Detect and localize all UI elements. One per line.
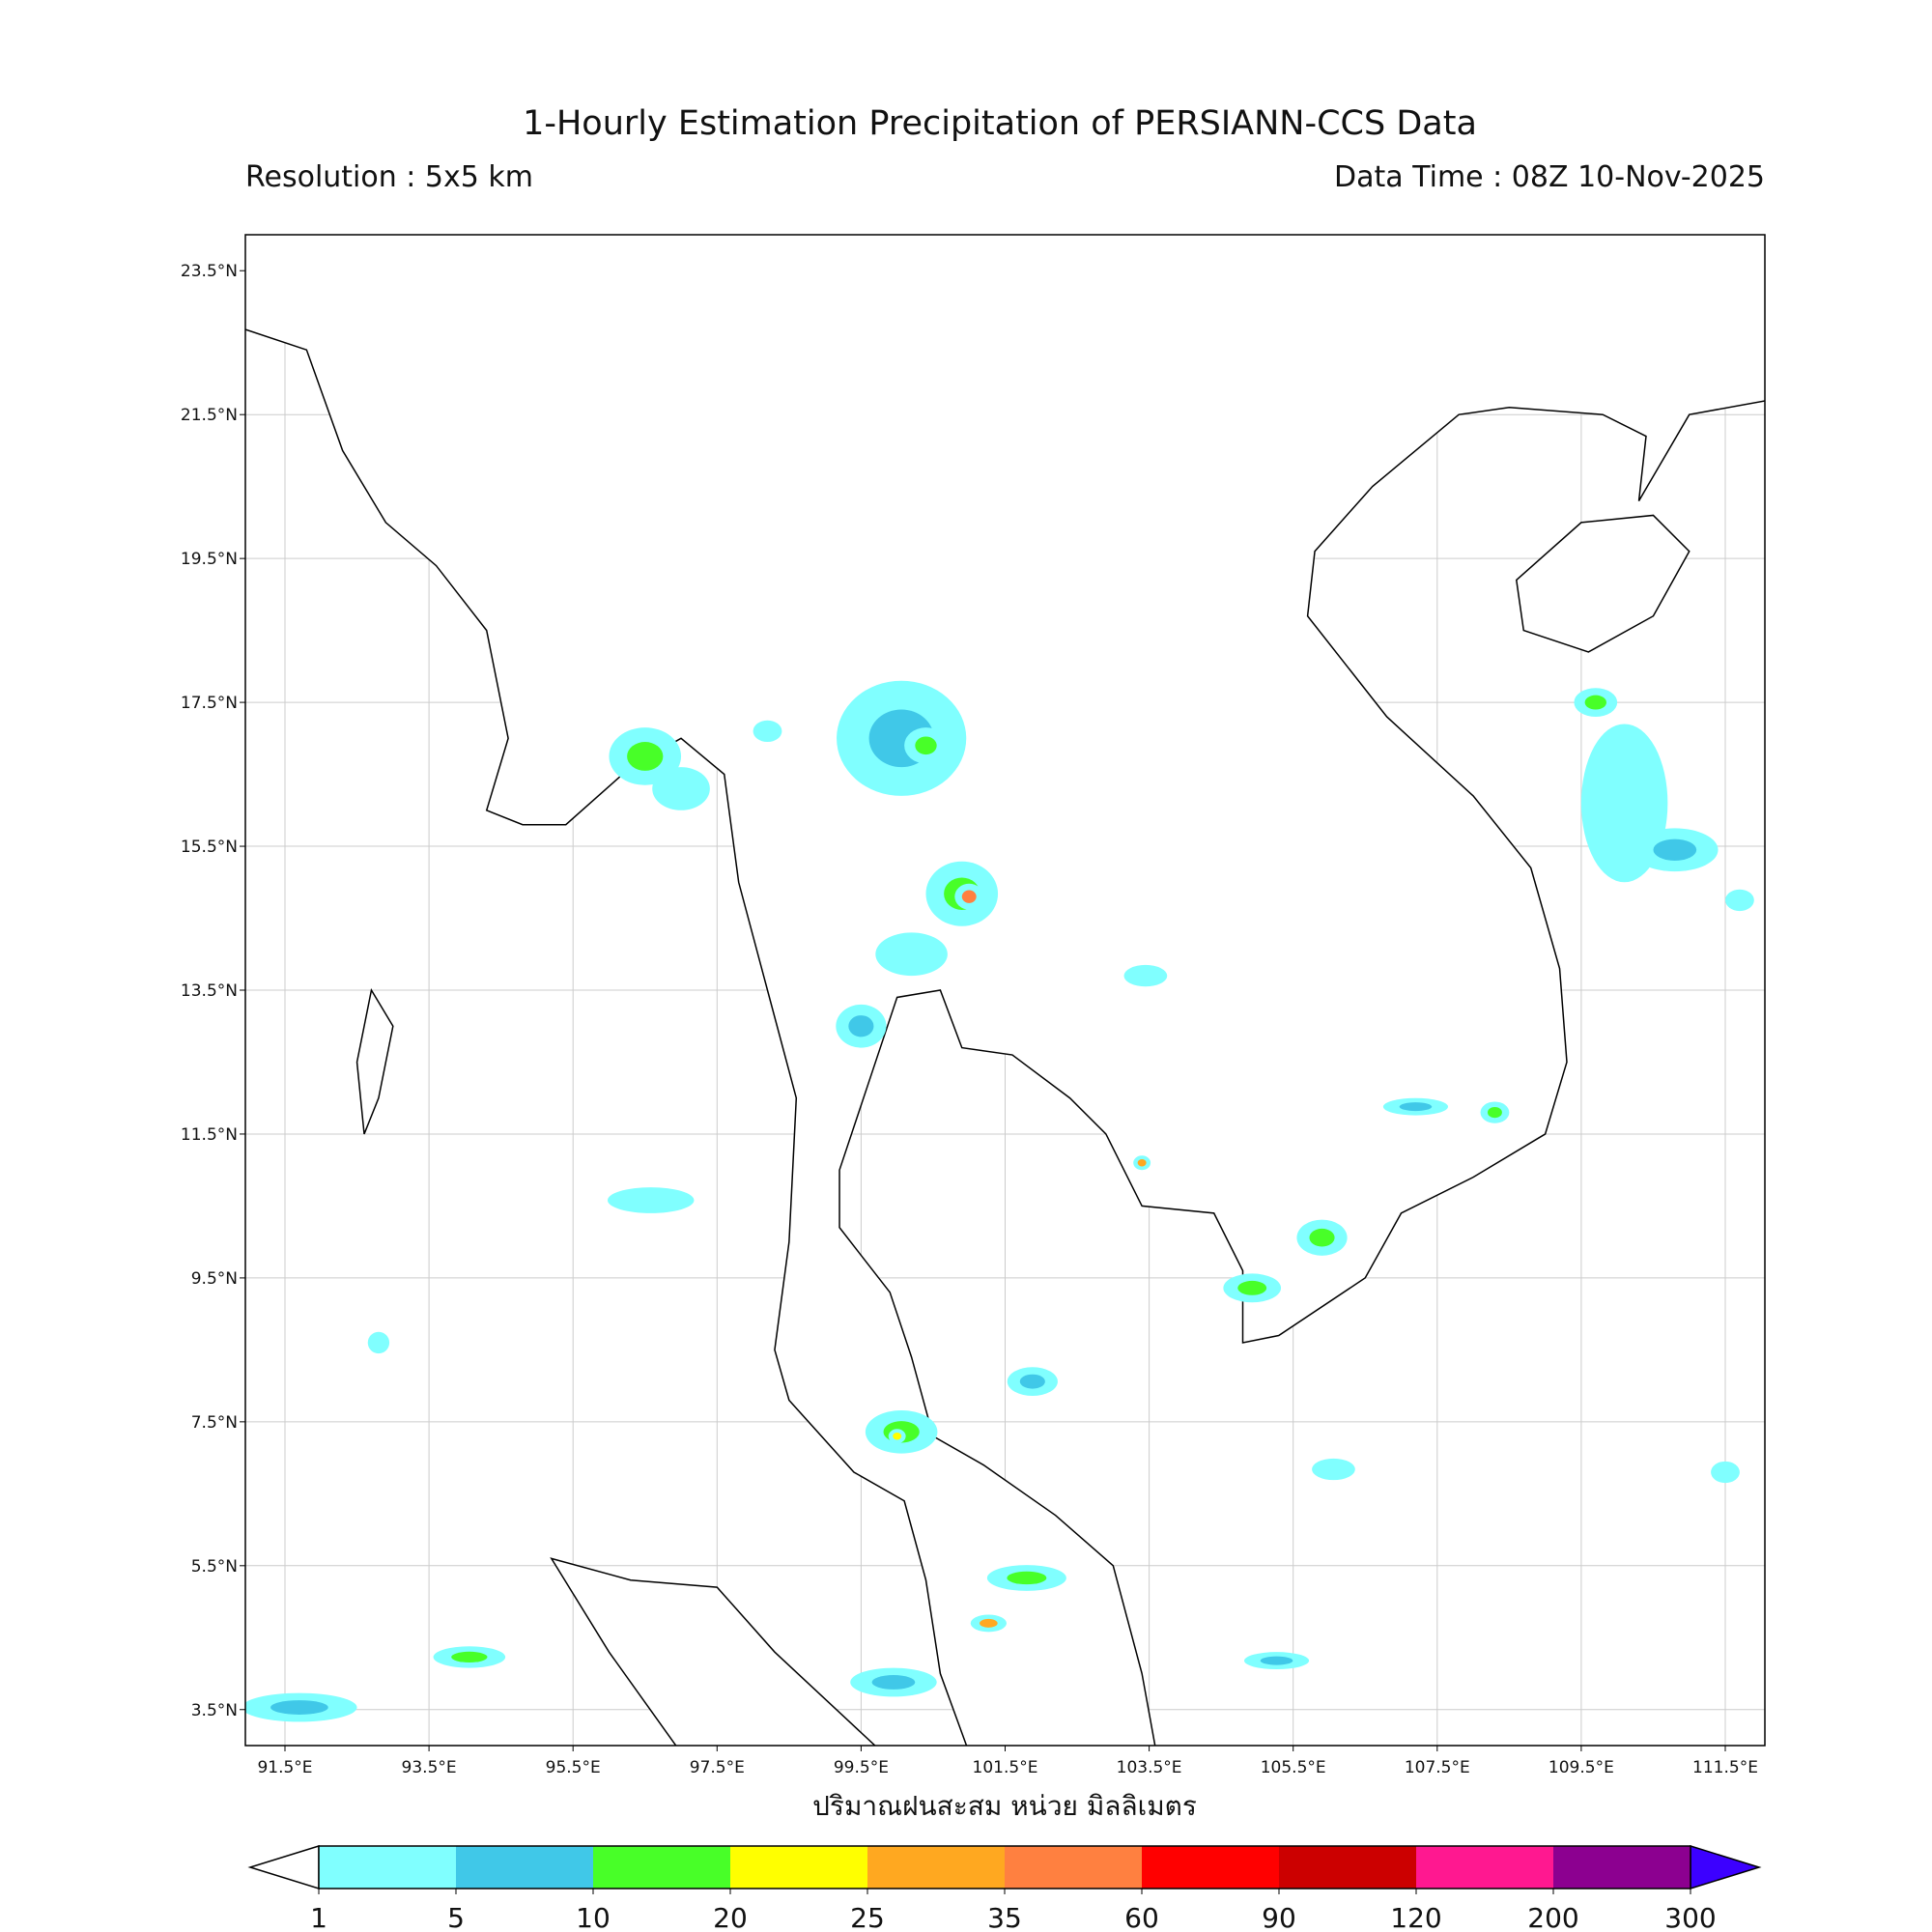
precip-cell-core [871, 1675, 916, 1690]
precipitation-cells [245, 680, 1754, 1722]
lat-tick-label: 3.5°N [191, 1701, 238, 1720]
precip-cell-halo [1312, 1458, 1355, 1481]
colorbar-tick-label: 90 [1262, 1902, 1296, 1932]
precip-cell-core [1653, 838, 1697, 861]
lat-tick-label: 21.5°N [181, 406, 238, 425]
colorbar-over-arrow [1690, 1844, 1762, 1890]
lon-tick-label: 105.5°E [1261, 1758, 1326, 1777]
colorbar-swatch [1142, 1846, 1280, 1889]
resolution-label: Resolution : 5x5 km [245, 160, 533, 194]
lon-tick-label: 91.5°E [257, 1758, 312, 1777]
precip-cell-core [1309, 1228, 1335, 1247]
colorbar-unit-label: ปริมาณฝนสะสม หน่วย มิลลิเมตร [812, 1790, 1197, 1822]
lon-tick-label: 99.5°E [834, 1758, 889, 1777]
colorbar-tick-label: 200 [1527, 1902, 1578, 1932]
precip-cell-halo [1724, 889, 1754, 912]
colorbar-under-arrow [247, 1844, 320, 1890]
precip-cell-halo [1711, 1461, 1740, 1484]
precip-cell-core [1399, 1102, 1433, 1112]
precip-cell-halo [753, 720, 782, 743]
colorbar-tick-label: 60 [1124, 1902, 1159, 1932]
colorbar-swatch [867, 1846, 1006, 1889]
coastlines [245, 235, 1765, 1746]
precip-cell-core [1487, 1107, 1502, 1119]
precip-cell-core [893, 1433, 902, 1440]
precip-cell-core [1260, 1656, 1293, 1665]
colorbar-tick-label: 35 [987, 1902, 1022, 1932]
precip-cell-core [1584, 695, 1606, 710]
precip-cell-core [1019, 1374, 1045, 1389]
lon-tick-label: 103.5°E [1117, 1758, 1182, 1777]
precip-cell-core [627, 742, 664, 771]
lat-tick-label: 17.5°N [181, 694, 238, 713]
lon-tick-label: 107.5°E [1405, 1758, 1470, 1777]
precip-cell-core [961, 890, 977, 903]
precip-cell-halo [607, 1187, 695, 1213]
colorbar-swatch [456, 1846, 594, 1889]
lat-tick-label: 13.5°N [181, 981, 238, 1001]
precip-cell-core [270, 1700, 328, 1715]
colorbar-swatch [1416, 1846, 1554, 1889]
colorbar-swatch [730, 1846, 868, 1889]
colorbar-swatch [1005, 1846, 1143, 1889]
colorbar-tick-label: 5 [447, 1902, 465, 1932]
colorbar-swatch [1279, 1846, 1417, 1889]
lat-tick-label: 11.5°N [181, 1125, 238, 1145]
colorbar: 1 5 10 20 25 35 60 90 120 200 300 [247, 1844, 1762, 1932]
sumatra-coastline [550, 1557, 876, 1746]
precip-cell-core [1237, 1280, 1267, 1295]
lon-tick-label: 93.5°E [402, 1758, 457, 1777]
precip-cell-halo [652, 767, 710, 810]
precip-cell-core [451, 1651, 488, 1662]
precip-cell-halo [1123, 964, 1168, 987]
precip-cell-core [848, 1015, 874, 1037]
colorbar-tick-label: 25 [850, 1902, 885, 1932]
lon-tick-label: 101.5°E [973, 1758, 1038, 1777]
colorbar-tick-label: 10 [576, 1902, 611, 1932]
lat-tick-label: 23.5°N [181, 262, 238, 281]
lon-tick-label: 111.5°E [1692, 1758, 1758, 1777]
precip-cell-core [1007, 1571, 1047, 1585]
colorbar-swatch [593, 1846, 731, 1889]
lat-tick-label: 9.5°N [191, 1269, 238, 1289]
lat-tick-label: 5.5°N [191, 1557, 238, 1577]
lon-tick-label: 109.5°E [1548, 1758, 1614, 1777]
precip-cell-halo [875, 932, 948, 977]
precip-cell-core [1137, 1159, 1147, 1167]
colorbar-tick-label: 120 [1390, 1902, 1441, 1932]
precip-cell-core [915, 736, 937, 755]
hainan-coastline [1516, 514, 1690, 653]
lon-tick-label: 97.5°E [690, 1758, 745, 1777]
map-title: 1-Hourly Estimation Precipitation of PER… [523, 104, 1477, 143]
axis-ticks: 91.5°E 93.5°E 95.5°E 97.5°E 99.5°E 101.5°E 103… [181, 262, 1758, 1777]
precip-cell-core [980, 1618, 998, 1628]
lon-tick-label: 95.5°E [546, 1758, 601, 1777]
colorbar-tick-label: 300 [1664, 1902, 1716, 1932]
precip-cell-halo [367, 1331, 390, 1354]
lat-tick-label: 19.5°N [181, 550, 238, 569]
colorbar-swatch [319, 1846, 457, 1889]
colorbar-tick-label: 1 [310, 1902, 327, 1932]
lat-tick-label: 7.5°N [191, 1413, 238, 1433]
data-time-label: Data Time : 08Z 10-Nov-2025 [1334, 160, 1765, 194]
colorbar-swatch [1553, 1846, 1691, 1889]
andaman-coastline [355, 987, 394, 1135]
mainland-coastline [245, 235, 1765, 1746]
lat-tick-label: 15.5°N [181, 838, 238, 857]
colorbar-tick-label: 20 [713, 1902, 748, 1932]
